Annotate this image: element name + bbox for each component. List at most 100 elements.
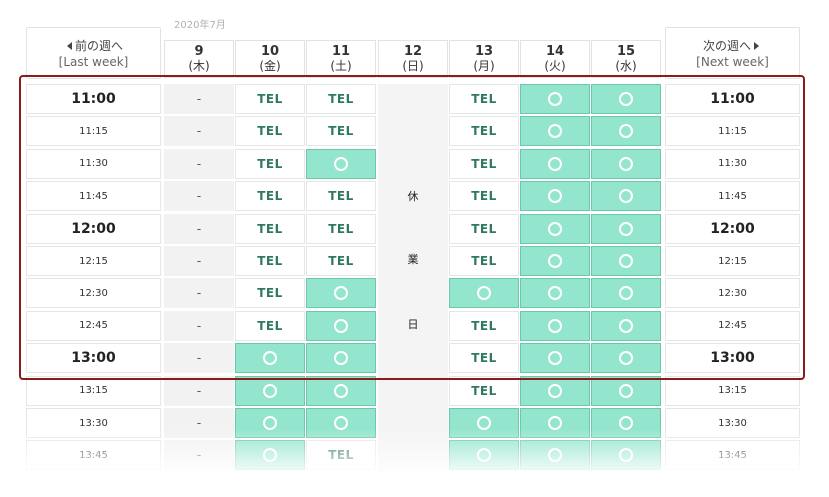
slot-tel[interactable]: TEL <box>449 343 519 374</box>
time-label-left: 12:15 <box>26 246 161 276</box>
slot-tel[interactable]: TEL <box>235 213 305 244</box>
slot-tel[interactable]: TEL <box>306 84 376 114</box>
holiday-char: 休 <box>407 190 419 203</box>
slot-available[interactable] <box>591 278 661 309</box>
circle-icon <box>334 383 348 398</box>
triangle-left-icon <box>66 41 72 50</box>
circle-icon <box>548 92 562 106</box>
slot-tel[interactable]: TEL <box>449 375 519 406</box>
slot-available[interactable] <box>235 343 305 374</box>
circle-icon <box>334 286 348 301</box>
time-label-right: 12:00 <box>665 213 800 244</box>
time-label-right: 11:00 <box>665 84 800 114</box>
slot-available[interactable] <box>591 246 661 276</box>
day-date: 9 <box>194 44 204 59</box>
time-label-right: 11:30 <box>665 148 800 179</box>
slot-available[interactable] <box>591 84 661 114</box>
slot-tel[interactable]: TEL <box>449 116 519 147</box>
slot-tel[interactable]: TEL <box>235 148 305 179</box>
next-week-button[interactable]: 次の週へ [Next week] <box>665 27 800 79</box>
slot-tel[interactable]: TEL <box>235 246 305 276</box>
slot-available[interactable] <box>591 343 661 374</box>
slot-unavailable: - <box>164 310 234 341</box>
circle-icon <box>619 156 633 171</box>
slot-unavailable: - <box>164 375 234 406</box>
day-header-14: 14 (火) <box>520 40 590 78</box>
circle-icon <box>619 92 633 106</box>
circle-icon <box>548 124 562 139</box>
slot-available[interactable] <box>591 116 661 147</box>
day-weekday: (土) <box>330 59 352 73</box>
circle-icon <box>334 351 348 366</box>
slot-available[interactable] <box>591 213 661 244</box>
day-weekday: (月) <box>473 59 495 73</box>
slot-available[interactable] <box>306 343 376 374</box>
time-label-right: 12:30 <box>665 278 800 309</box>
slot-available[interactable] <box>591 181 661 212</box>
slot-available[interactable] <box>520 375 590 406</box>
time-label-right: 13:15 <box>665 375 800 406</box>
slot-available[interactable] <box>520 148 590 179</box>
day-header-9: 9 (木) <box>164 40 234 78</box>
slot-tel[interactable]: TEL <box>449 213 519 244</box>
slot-available[interactable] <box>520 310 590 341</box>
circle-icon <box>619 318 633 333</box>
slot-available[interactable] <box>449 278 519 309</box>
slot-tel[interactable]: TEL <box>235 181 305 212</box>
time-label-right: 11:45 <box>665 181 800 212</box>
slot-available[interactable] <box>591 375 661 406</box>
slot-tel[interactable]: TEL <box>235 278 305 309</box>
slot-available[interactable] <box>306 310 376 341</box>
circle-icon <box>263 383 277 398</box>
slot-available[interactable] <box>235 375 305 406</box>
time-label-left: 13:00 <box>26 343 161 374</box>
circle-icon <box>334 156 348 171</box>
slot-available[interactable] <box>591 148 661 179</box>
circle-icon <box>548 189 562 204</box>
slot-available[interactable] <box>520 213 590 244</box>
slot-tel[interactable]: TEL <box>306 181 376 212</box>
slot-tel[interactable]: TEL <box>235 84 305 114</box>
slot-tel[interactable]: TEL <box>306 213 376 244</box>
day-date: 12 <box>403 44 423 59</box>
circle-icon <box>619 383 633 398</box>
slot-tel[interactable]: TEL <box>235 310 305 341</box>
slot-tel[interactable]: TEL <box>449 310 519 341</box>
slot-available[interactable] <box>306 148 376 179</box>
slot-available[interactable] <box>520 343 590 374</box>
circle-icon <box>263 351 277 366</box>
circle-icon <box>619 254 633 268</box>
time-label-right: 12:45 <box>665 310 800 341</box>
slot-available[interactable] <box>306 278 376 309</box>
slot-tel[interactable]: TEL <box>306 116 376 147</box>
slot-available[interactable] <box>520 246 590 276</box>
slot-tel[interactable]: TEL <box>235 116 305 147</box>
slot-available[interactable] <box>520 116 590 147</box>
circle-icon <box>619 124 633 139</box>
holiday-column: 休業日 <box>378 84 448 473</box>
slot-unavailable: - <box>164 148 234 179</box>
circle-icon <box>548 221 562 236</box>
day-date: 14 <box>545 44 565 59</box>
slot-available[interactable] <box>520 181 590 212</box>
slot-available[interactable] <box>520 278 590 309</box>
slot-tel[interactable]: TEL <box>449 246 519 276</box>
day-weekday: (水) <box>615 59 637 73</box>
time-label-left: 11:00 <box>26 84 161 114</box>
slot-tel[interactable]: TEL <box>449 181 519 212</box>
time-label-left: 13:15 <box>26 375 161 406</box>
slot-available[interactable] <box>591 310 661 341</box>
slot-unavailable: - <box>164 213 234 244</box>
time-label-left: 11:15 <box>26 116 161 147</box>
slot-tel[interactable]: TEL <box>306 246 376 276</box>
circle-icon <box>548 351 562 366</box>
slot-available[interactable] <box>306 375 376 406</box>
circle-icon <box>548 383 562 398</box>
month-label: 2020年7月 <box>174 20 226 31</box>
slot-available[interactable] <box>520 84 590 114</box>
slot-tel[interactable]: TEL <box>449 148 519 179</box>
day-header-10: 10 (金) <box>235 40 305 78</box>
slot-tel[interactable]: TEL <box>449 84 519 114</box>
day-header-15: 15 (水) <box>591 40 661 78</box>
prev-week-button[interactable]: 前の週へ [Last week] <box>26 27 161 79</box>
